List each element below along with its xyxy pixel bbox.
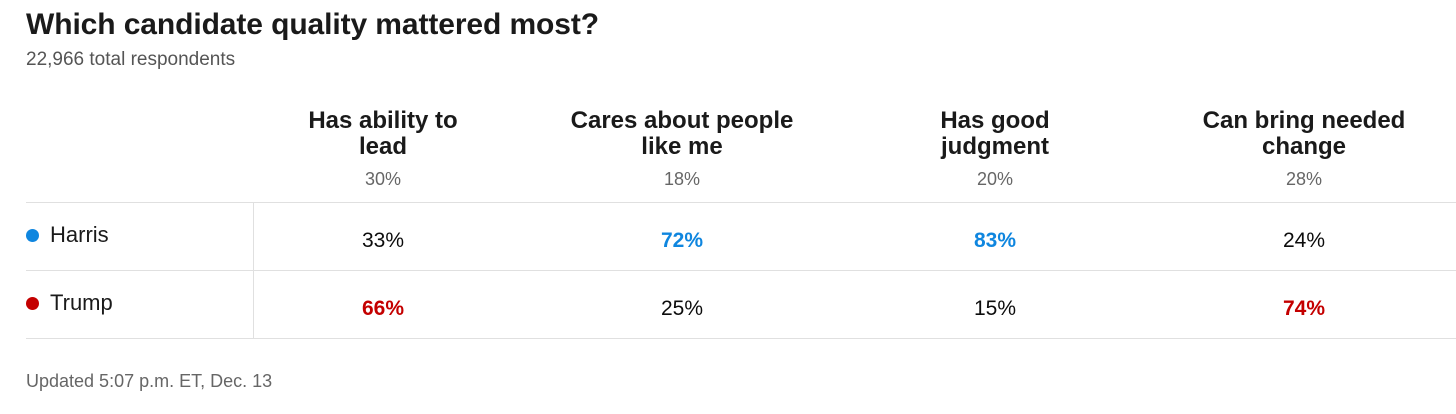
row-label-harris: Harris (26, 222, 109, 248)
column-label: Cares about people like me (542, 108, 822, 160)
chart-subtitle: 22,966 total respondents (26, 49, 236, 70)
column-label-line: lead (358, 133, 408, 160)
table-cell: 66% (361, 297, 405, 320)
column-header-good-judgment: Has good judgment 20% (855, 108, 1135, 190)
column-share: 28% (1285, 169, 1323, 189)
table-cell: 25% (660, 297, 704, 320)
row-label-divider (253, 202, 254, 338)
table-divider (26, 338, 1456, 339)
candidate-name: Harris (50, 222, 109, 247)
table-divider (26, 270, 1456, 271)
column-share: 18% (663, 169, 701, 189)
column-label-line: change (1261, 133, 1347, 160)
table-cell: 33% (361, 229, 405, 252)
column-share: 20% (976, 169, 1014, 189)
column-label: Has ability to lead (243, 108, 523, 160)
column-label-line: judgment (941, 133, 1049, 160)
row-label-trump: Trump (26, 290, 113, 316)
column-label-line: Can bring needed (1202, 107, 1406, 134)
column-header-needed-change: Can bring needed change 28% (1164, 108, 1444, 190)
table-cell: 24% (1282, 229, 1326, 252)
column-share: 30% (364, 169, 402, 189)
candidate-name: Trump (50, 290, 113, 315)
column-header-ability-to-lead: Has ability to lead 30% (243, 108, 523, 190)
table-cell: 74% (1282, 297, 1326, 320)
column-label: Has good judgment (855, 108, 1135, 160)
column-label: Can bring needed change (1164, 108, 1444, 160)
trump-dot-icon (26, 296, 39, 310)
column-header-cares-about-people: Cares about people like me 18% (542, 108, 822, 190)
updated-timestamp: Updated 5:07 p.m. ET, Dec. 13 (26, 371, 273, 391)
column-label-line: Has good (940, 107, 1050, 134)
table-cell: 83% (973, 229, 1017, 252)
column-label-line: Cares about people (570, 107, 794, 134)
column-label-line: like me (641, 133, 723, 160)
table-cell: 72% (660, 229, 704, 252)
chart-title: Which candidate quality mattered most? (26, 8, 599, 41)
harris-dot-icon (26, 228, 39, 242)
column-label-line: Has ability to (308, 107, 458, 134)
table-cell: 15% (973, 297, 1017, 320)
table-divider (26, 202, 1456, 203)
